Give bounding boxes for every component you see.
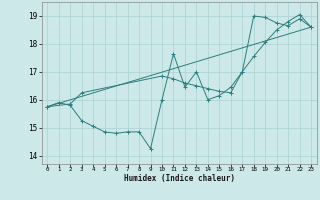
X-axis label: Humidex (Indice chaleur): Humidex (Indice chaleur) [124,174,235,183]
